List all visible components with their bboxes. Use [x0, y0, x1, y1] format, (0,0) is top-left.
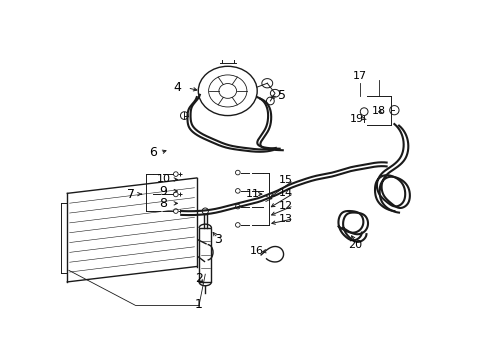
Text: 8: 8: [159, 197, 167, 210]
Text: 11: 11: [246, 189, 260, 199]
Text: 9: 9: [159, 185, 167, 198]
Text: 20: 20: [348, 240, 362, 250]
Text: 5: 5: [278, 89, 285, 102]
Text: 4: 4: [173, 81, 181, 94]
Text: 18: 18: [371, 106, 385, 116]
Text: 15: 15: [278, 175, 292, 185]
Text: 7: 7: [126, 188, 135, 201]
Text: 14: 14: [278, 188, 292, 198]
Text: 12: 12: [278, 201, 292, 211]
Text: 6: 6: [148, 146, 156, 159]
Text: 17: 17: [352, 71, 366, 81]
Text: 16: 16: [250, 246, 264, 256]
Text: 10: 10: [156, 175, 170, 184]
Text: 3: 3: [213, 233, 221, 246]
Text: 1: 1: [195, 298, 203, 311]
Text: 19: 19: [349, 114, 364, 123]
Text: 2: 2: [195, 271, 203, 284]
Bar: [199, 228, 211, 282]
Text: 13: 13: [278, 214, 292, 224]
